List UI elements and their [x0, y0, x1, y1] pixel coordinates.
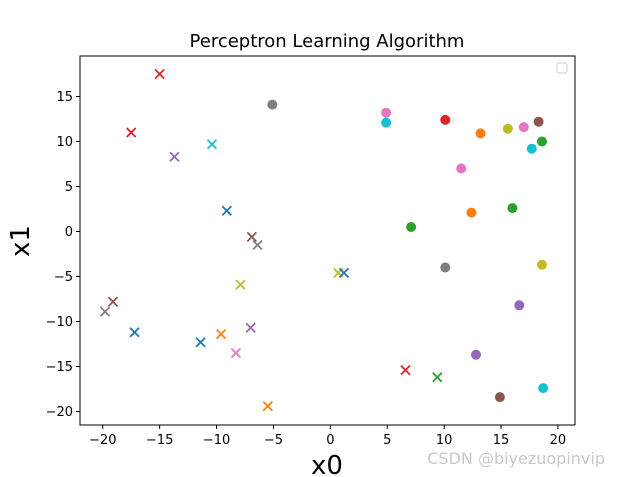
x-marker-point [400, 364, 411, 376]
circle-marker-point [440, 262, 451, 273]
y-tick-label: 15 [56, 90, 73, 105]
x-tick-label: 0 [326, 433, 334, 448]
x-marker-point [262, 400, 273, 412]
circle-marker-point [494, 392, 505, 403]
x-marker-point [338, 267, 350, 279]
circle-marker-point [267, 99, 278, 110]
x-marker-point [221, 205, 232, 216]
x-tick-label: −10 [203, 433, 230, 448]
x-marker-point [230, 347, 242, 359]
circle-marker-point [381, 117, 392, 128]
circle-marker-point [538, 383, 549, 394]
x-marker-point [129, 327, 140, 338]
x-marker-point [246, 231, 257, 243]
x-marker-point [235, 279, 246, 290]
circle-marker-point [381, 107, 392, 118]
circle-marker-point [514, 300, 525, 311]
x-tick-label: 10 [436, 433, 453, 448]
circle-marker-point [475, 128, 486, 139]
legend-box [556, 62, 568, 74]
x-tick-label: 15 [493, 433, 510, 448]
x-marker-point [206, 139, 218, 150]
x-marker-point [99, 306, 111, 317]
y-tick-label: 5 [65, 180, 73, 195]
y-axis-ticks: −20 −15 −10 −5 0 5 10 15 [46, 90, 80, 420]
x-tick-label: −20 [89, 433, 116, 448]
circle-marker-point [440, 114, 451, 125]
y-tick-label: −10 [46, 315, 73, 330]
circle-marker-point [456, 163, 467, 174]
y-tick-label: 10 [56, 135, 73, 150]
circle-marker-point [406, 222, 417, 232]
plot-frame [79, 55, 576, 426]
circle-marker-point [537, 136, 547, 147]
chart-title: Perceptron Learning Algorithm [190, 31, 465, 52]
circle-marker-point [533, 116, 544, 127]
x-marker-point [107, 296, 119, 307]
x-axis-label: x0 [311, 451, 343, 477]
circle-marker-point [526, 143, 537, 154]
circle-marker-point [537, 259, 547, 270]
x-tick-label: −15 [146, 433, 173, 448]
y-tick-label: 0 [65, 225, 73, 240]
x-marker-point [195, 337, 206, 348]
x-tick-label: 5 [383, 433, 391, 448]
watermark: CSDN @biyezuopinvip [427, 449, 605, 468]
x-marker-point [432, 372, 443, 383]
circle-marker-point [466, 207, 477, 218]
x-marker-point [169, 151, 180, 162]
x-marker-point [215, 328, 227, 340]
x-marker-point [252, 239, 263, 251]
x-marker-point [126, 127, 137, 138]
x-tick-label: 20 [550, 433, 567, 448]
x-axis-ticks: −20 −15 −10 −5 0 5 10 15 20 [89, 425, 566, 448]
y-tick-label: −20 [46, 405, 73, 420]
circle-marker-point [507, 203, 518, 214]
y-axis-label: x1 [6, 225, 36, 257]
x-tick-label: −5 [264, 433, 283, 448]
y-tick-label: −5 [54, 270, 73, 285]
circle-marker-point [471, 349, 481, 360]
circle-marker-point [518, 122, 529, 133]
x-marker-point [154, 68, 165, 80]
y-tick-label: −15 [46, 360, 73, 375]
x-marker-point [245, 322, 256, 333]
circle-marker-point [502, 123, 513, 134]
data-points [99, 68, 549, 412]
